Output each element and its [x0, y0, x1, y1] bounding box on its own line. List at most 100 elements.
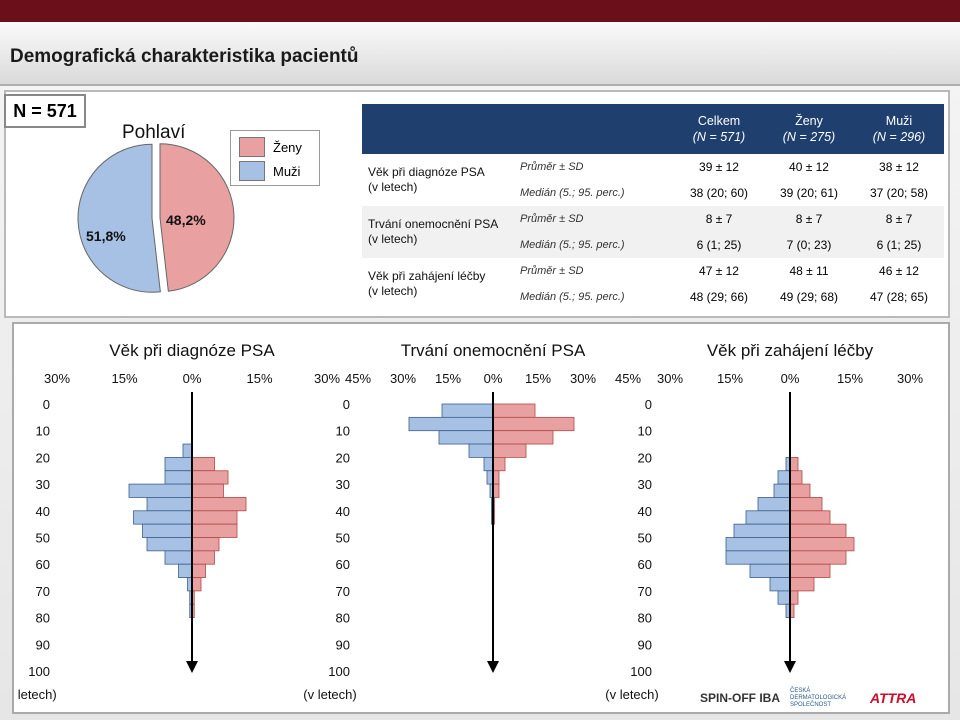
y-tick-label: 80 — [36, 611, 50, 626]
table-row: Medián (5.; 95. perc.) 38 (20; 60) 39 (2… — [362, 180, 944, 206]
legend-item-men: Muži — [239, 161, 300, 181]
bar-men — [441, 403, 494, 418]
stats-header-row: Celkem (N = 571) Ženy (N = 275) Muži (N = 2… — [362, 104, 944, 154]
legend-swatch-men — [239, 161, 265, 181]
pie-legend: Ženy Muži — [230, 130, 320, 186]
y-tick-label: 90 — [336, 637, 350, 652]
bar-men — [164, 550, 193, 565]
bar-women — [492, 430, 554, 445]
stats-table: Celkem (N = 571) Ženy (N = 275) Muži (N = 2… — [362, 104, 944, 310]
title-bar: Demografická charakteristika pacientů — [0, 22, 960, 86]
cell-women: 7 (0; 23) — [764, 232, 854, 258]
chart-title: Věk při diagnóze PSA — [109, 341, 275, 360]
y-tick-label: 60 — [336, 557, 350, 572]
table-row: Věk při diagnóze PSA (v letech) Průměr ± … — [362, 154, 944, 206]
x-tick-label: 45% — [345, 371, 371, 386]
x-tick-label: 15% — [717, 371, 743, 386]
x-tick-label: 45% — [615, 371, 641, 386]
center-axis-arrow — [487, 661, 499, 673]
y-tick-label: 20 — [36, 450, 50, 465]
bar-men — [777, 470, 791, 485]
bar-men — [773, 483, 791, 498]
bar-women — [191, 470, 229, 485]
n-total-badge: N = 571 — [4, 94, 86, 128]
header-women: Ženy (N = 275) — [764, 104, 854, 154]
row-variable-name: Věk při zahájení léčby (v letech) — [362, 258, 514, 310]
row-variable-unit: (v letech) — [368, 284, 418, 298]
row-variable-title: Trvání onemocnění PSA — [368, 217, 499, 231]
y-tick-label: 10 — [336, 424, 350, 439]
bar-women — [492, 443, 527, 458]
stat-label: Medián (5.; 95. perc.) — [514, 284, 674, 310]
y-tick-label: 70 — [36, 584, 50, 599]
bar-men — [757, 497, 791, 512]
bar-women — [789, 483, 811, 498]
header-men-line2: (N = 296) — [872, 130, 926, 144]
row-variable-title: Věk při zahájení léčby — [368, 269, 486, 283]
y-tick-label: 80 — [336, 611, 350, 626]
logo-spinoff: SPIN-OFF IBA — [700, 691, 780, 705]
logo-strip: SPIN-OFF IBA ČESKÁ DERMATOLOGICKÁ SPOLEČ… — [700, 684, 916, 712]
y-tick-label: 50 — [336, 531, 350, 546]
cell-women: 48 ± 11 — [764, 258, 854, 284]
bar-men — [142, 523, 193, 538]
header-women-line1: Ženy — [795, 114, 823, 128]
header-men-line1: Muži — [885, 114, 913, 128]
bar-men — [777, 590, 791, 605]
bar-women — [191, 537, 220, 552]
cell-women: 39 (20; 61) — [764, 180, 854, 206]
bar-women — [789, 497, 823, 512]
y-axis-label: (v letech) — [605, 687, 658, 702]
cell-men: 37 (20; 58) — [854, 180, 944, 206]
cell-men: 6 (1; 25) — [854, 232, 944, 258]
stat-label: Medián (5.; 95. perc.) — [514, 232, 674, 258]
x-tick-label: 15% — [435, 371, 461, 386]
y-tick-label: 60 — [36, 557, 50, 572]
bar-men — [164, 470, 193, 485]
bar-women — [191, 483, 224, 498]
cell-men: 8 ± 7 — [854, 206, 944, 232]
cell-women: 40 ± 12 — [764, 154, 854, 180]
header-men: Muži (N = 296) — [854, 104, 944, 154]
bar-women — [492, 403, 536, 418]
x-tick-label: 30% — [44, 371, 70, 386]
bar-women — [492, 416, 575, 432]
y-tick-label: 70 — [336, 584, 350, 599]
pyramid-charts-panel: Věk při diagnóze PSA 30% 15% 0% 15% 30% 0 10 20 3… — [3, 322, 950, 714]
bar-men — [483, 456, 494, 472]
y-tick-label: 90 — [36, 637, 50, 652]
row-variable-title: Věk při diagnóze PSA — [368, 165, 485, 179]
bar-men — [749, 563, 791, 578]
cell-men: 46 ± 12 — [854, 258, 944, 284]
stat-label: Medián (5.; 95. perc.) — [514, 180, 674, 206]
y-axis-label: (v letech) — [14, 687, 57, 702]
stat-label: Průměr ± SD — [514, 206, 674, 232]
bar-women — [789, 470, 803, 485]
row-variable-unit: (v letech) — [368, 232, 418, 246]
bar-women — [191, 577, 202, 592]
y-tick-label: 10 — [638, 424, 652, 439]
logo-dermatology-society: ČESKÁ DERMATOLOGICKÁ SPOLEČNOST — [790, 687, 847, 708]
legend-label-men: Muži — [273, 163, 301, 179]
cell-total: 47 ± 12 — [674, 258, 764, 284]
cell-men: 47 (28; 65) — [854, 284, 944, 310]
bar-women — [789, 577, 815, 592]
bar-men — [733, 523, 791, 538]
legend-item-women: Ženy — [239, 137, 302, 157]
bar-women — [191, 497, 247, 512]
y-tick-label: 80 — [638, 611, 652, 626]
cell-total: 38 (20; 60) — [674, 180, 764, 206]
bar-women — [191, 456, 215, 472]
x-tick-label: 30% — [314, 371, 340, 386]
bar-women — [789, 523, 847, 538]
bar-women — [191, 563, 206, 578]
bar-women — [191, 523, 238, 538]
x-tick-label: 0% — [484, 371, 503, 386]
bar-men — [438, 430, 494, 445]
row-variable-name: Věk při diagnóze PSA (v letech) — [362, 154, 514, 206]
bar-women — [789, 590, 799, 605]
x-tick-label: 0% — [183, 371, 202, 386]
y-tick-label: 40 — [638, 504, 652, 519]
y-tick-label: 0 — [645, 397, 652, 412]
bar-men — [725, 550, 791, 565]
